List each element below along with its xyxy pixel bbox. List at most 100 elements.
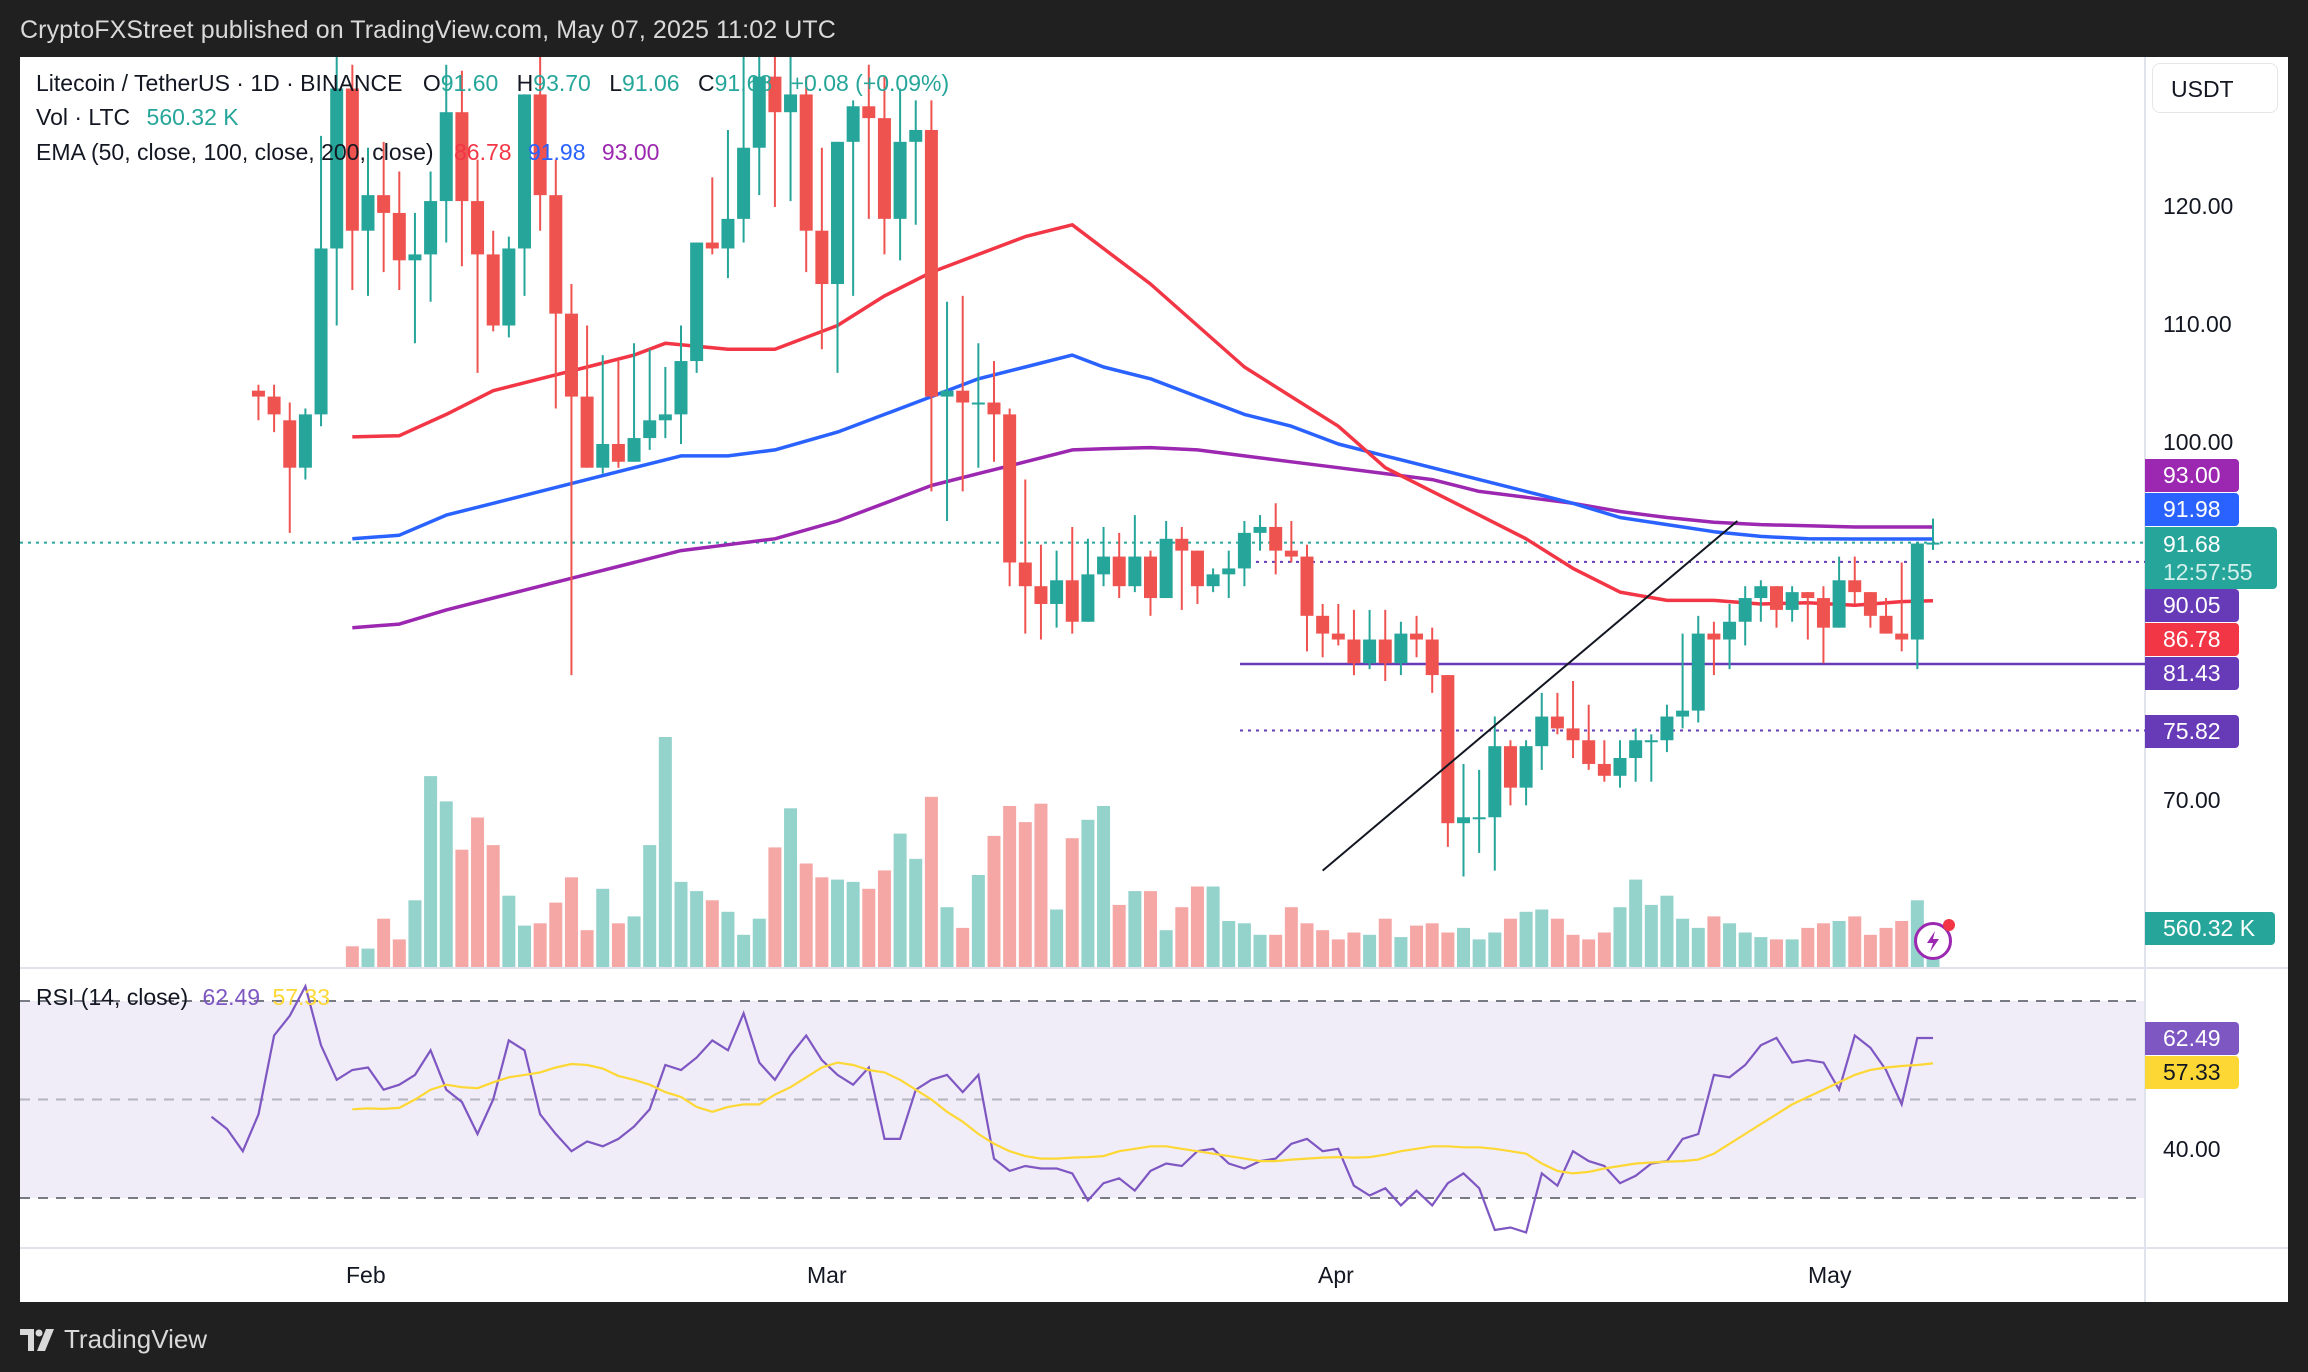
last-price-value: 91.68 xyxy=(2163,531,2221,557)
rsi-tick: 40.00 xyxy=(2163,1136,2221,1162)
high-value: 93.70 xyxy=(533,70,591,96)
candle-down xyxy=(862,106,876,119)
candle-down xyxy=(1300,556,1314,616)
candle-down xyxy=(1378,639,1392,664)
candle-up xyxy=(971,402,985,405)
volume-bar xyxy=(956,927,970,967)
candle-up xyxy=(1253,526,1267,533)
candle-up xyxy=(1472,817,1486,820)
symbol-legend[interactable]: Litecoin / TetherUS · 1D · BINANCE O 91.6… xyxy=(36,70,953,97)
candle-down xyxy=(1879,615,1893,634)
date-label-feb: Feb xyxy=(346,1262,386,1288)
volume-bar xyxy=(611,923,625,967)
candles xyxy=(251,57,1940,877)
ema-lines xyxy=(352,223,1934,630)
volume-bar xyxy=(439,801,453,967)
candle-down xyxy=(1503,746,1517,788)
volume-bar xyxy=(1112,904,1126,967)
candle-up xyxy=(893,141,907,219)
currency-button[interactable]: USDT xyxy=(2152,63,2278,113)
candle-down xyxy=(1550,716,1564,729)
candle-down xyxy=(1863,592,1877,616)
volume-bar xyxy=(1457,927,1470,967)
volume-label: Vol · LTC xyxy=(36,104,131,130)
volume-bar xyxy=(361,948,375,967)
candle-up xyxy=(1754,586,1768,599)
volume-bar xyxy=(815,877,829,967)
volume-bar xyxy=(674,881,688,967)
candle-down xyxy=(471,201,485,255)
close-value: 91.68 xyxy=(714,70,773,96)
volume-bar xyxy=(1363,934,1377,967)
ema100-value: 91.98 xyxy=(527,139,586,165)
lightning-icon[interactable] xyxy=(1914,919,1955,960)
volume-bar xyxy=(1863,934,1877,967)
candle-up xyxy=(1394,633,1408,664)
candle-down xyxy=(1347,639,1361,664)
tradingview-logo[interactable]: TradingView xyxy=(20,1324,207,1355)
candle-down xyxy=(1065,580,1079,622)
volume-bar xyxy=(1676,918,1690,967)
candle-down xyxy=(1003,414,1017,563)
symbol-name[interactable]: Litecoin / TetherUS · 1D · BINANCE xyxy=(36,70,403,96)
candle-down xyxy=(768,76,782,113)
candle-down xyxy=(799,94,813,231)
candle-up xyxy=(831,141,844,285)
volume-bar xyxy=(831,879,844,967)
close-label: C xyxy=(698,70,715,96)
volume-bars xyxy=(345,737,1940,967)
volume-bar xyxy=(377,918,391,967)
volume-bar xyxy=(1065,838,1079,967)
volume-legend[interactable]: Vol · LTC 560.32 K xyxy=(36,104,243,131)
volume-bar xyxy=(1503,918,1517,967)
volume-bar xyxy=(392,939,406,967)
volume-bar xyxy=(1050,909,1064,967)
candle-up xyxy=(1785,592,1799,610)
candle-up xyxy=(752,76,766,148)
candle-down xyxy=(1316,615,1330,634)
candle-down xyxy=(1816,598,1830,628)
volume-bar xyxy=(658,737,672,967)
open-label: O xyxy=(422,70,441,96)
candle-down xyxy=(377,195,391,213)
volume-bar xyxy=(1128,891,1142,967)
volume-bar xyxy=(1331,939,1345,967)
candle-up xyxy=(737,147,751,219)
ema200-badge: 93.00 xyxy=(2145,459,2239,492)
volume-bar xyxy=(1895,921,1909,967)
candle-down xyxy=(1190,550,1204,587)
candle-up xyxy=(1097,556,1111,575)
volume-bar xyxy=(1159,930,1173,967)
volume-bar xyxy=(1770,939,1783,967)
footer-bar: TradingView xyxy=(0,1302,2308,1372)
candle-up xyxy=(596,444,610,468)
candle-down xyxy=(1284,550,1298,557)
volume-bar xyxy=(1190,886,1204,967)
volume-bar xyxy=(862,888,876,967)
tradingview-brand: TradingView xyxy=(64,1324,208,1354)
volume-bar xyxy=(1237,923,1251,967)
volume-bar xyxy=(1879,927,1893,967)
level-90-badge: 90.05 xyxy=(2145,589,2239,622)
candle-up xyxy=(658,414,672,421)
candle-up xyxy=(1363,639,1377,664)
candle-up xyxy=(1613,758,1627,776)
candle-down xyxy=(1331,633,1345,640)
volume-bar xyxy=(987,835,1001,967)
rsi-ma-badge: 57.33 xyxy=(2145,1056,2239,1089)
ema-legend[interactable]: EMA (50, close, 100, close, 200, close) … xyxy=(36,139,663,166)
candle-down xyxy=(1018,562,1032,587)
candle-down xyxy=(1707,633,1721,640)
ema200-line xyxy=(352,445,1933,630)
candle-down xyxy=(815,230,829,285)
candle-up xyxy=(674,361,688,415)
volume-bar xyxy=(705,900,719,967)
rsi-legend[interactable]: RSI (14, close) 62.49 57.33 xyxy=(36,984,330,1011)
volume-bar xyxy=(1378,918,1392,967)
candle-up xyxy=(1832,580,1846,628)
candle-down xyxy=(956,390,970,403)
candle-down xyxy=(1582,740,1596,764)
ema50-line xyxy=(352,223,1934,607)
candle-down xyxy=(1801,592,1815,599)
